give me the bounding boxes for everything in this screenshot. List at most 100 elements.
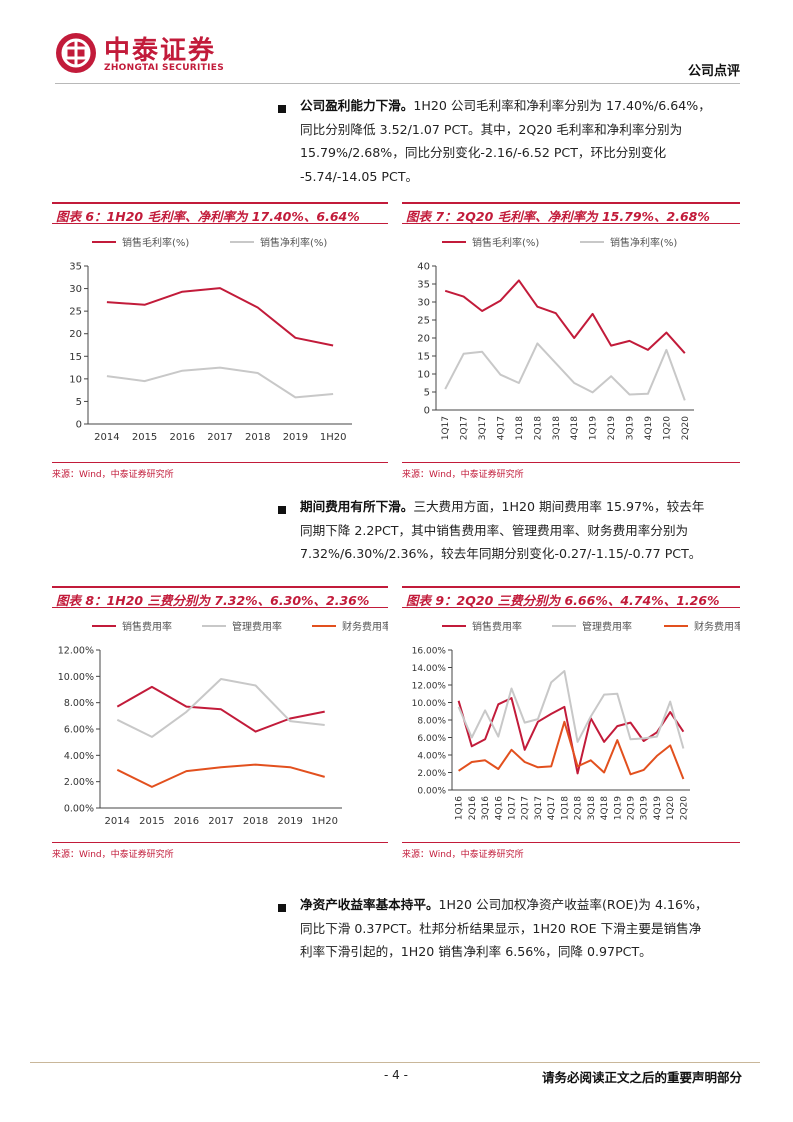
- x-tick-label: 4Q16: [494, 796, 504, 821]
- x-tick-label: 2Q19: [627, 796, 637, 821]
- series-line: [457, 697, 685, 775]
- paragraph-line: 同比分别降低 3.52/1.07 PCT。其中，2Q20 毛利率和净利率分别为: [300, 121, 683, 137]
- x-tick-label: 1Q18: [560, 796, 570, 821]
- x-tick-label: 4Q19: [653, 796, 663, 821]
- legend-label: 管理费用率: [582, 620, 632, 633]
- legend-label: 销售费用率: [472, 620, 522, 633]
- paragraph-roe: 净资产收益率基本持平。1H20 公司加权净资产收益率(ROE)为 4.16%， …: [300, 893, 740, 964]
- chart-expense-ratio-quarterly: 销售费用率 管理费用率 财务费用率 0.00% 2.00% 4.00% 6.00% 8.00%…: [412, 620, 744, 821]
- figure-title: 图表 8：1H20 三费分别为 7.32%、6.30%、2.36%: [56, 593, 370, 608]
- figure-6: 图表 6：1H20 毛利率、净利率为 17.40%、6.64% 销售毛利率(%)…: [52, 202, 388, 480]
- x-tick-label: 3Q19: [640, 796, 650, 821]
- paragraph-line: 15.79%/2.68%，同比分别变化-2.16/-6.52 PCT，环比分别变…: [300, 145, 667, 160]
- chart-expense-ratio-annual: 销售费用率 管理费用率 财务费用率 0.00% 2.00% 4.00% 6.00% 8.00%…: [58, 620, 392, 827]
- y-tick-label: 35: [417, 280, 430, 291]
- y-tick-label: 0: [424, 406, 430, 417]
- x-tick-label: 2017: [207, 432, 232, 443]
- y-tick-label: 35: [69, 262, 82, 273]
- figure-title: 图表 7：2Q20 毛利率、净利率为 15.79%、2.68%: [406, 209, 710, 224]
- legend-label: 财务费用率: [342, 620, 388, 633]
- y-tick-label: 10: [69, 374, 82, 385]
- x-tick-label: 2015: [139, 816, 164, 827]
- x-tick-label: 2014: [94, 432, 119, 443]
- x-tick-label: 2Q18: [574, 796, 584, 821]
- y-tick-label: 2.00%: [417, 769, 446, 779]
- y-tick-label: 0: [76, 420, 82, 431]
- legend-label: 销售净利率(%): [610, 236, 677, 249]
- paragraph-text: 三大费用方面，1H20 期间费用率 15.97%，较去年: [413, 499, 705, 514]
- y-tick-label: 10: [417, 370, 430, 381]
- legend-label: 管理费用率: [232, 620, 282, 633]
- y-tick-label: 30: [69, 284, 82, 295]
- footer-disclaimer: 请务必阅读正文之后的重要声明部分: [541, 1070, 742, 1085]
- logo-english-name: ZHONGTAI SECURITIES: [104, 63, 224, 73]
- legend-label: 销售毛利率(%): [472, 236, 539, 249]
- series-line: [444, 342, 686, 401]
- x-tick-label: 3Q18: [587, 796, 597, 821]
- paragraph-line: 公司盈利能力下滑。1H20 公司毛利率和净利率分别为 17.40%/6.64%，: [300, 94, 740, 118]
- report-type: 公司点评: [687, 64, 740, 79]
- x-tick-label: 1Q18: [515, 416, 525, 441]
- y-tick-label: 8.00%: [417, 717, 446, 727]
- x-tick-label: 1Q16: [455, 796, 465, 821]
- x-tick-label: 1Q20: [666, 796, 676, 821]
- series-line: [116, 763, 325, 788]
- y-tick-label: 15: [69, 352, 82, 363]
- x-tick-label: 3Q18: [552, 416, 562, 441]
- series-line: [116, 678, 325, 738]
- y-tick-label: 10.00%: [412, 699, 447, 709]
- paragraph-text: 1H20 公司加权净资产收益率(ROE)为 4.16%，: [438, 897, 708, 912]
- y-tick-label: 5: [76, 397, 82, 408]
- paragraph-profitability: 公司盈利能力下滑。1H20 公司毛利率和净利率分别为 17.40%/6.64%，…: [300, 94, 740, 188]
- x-tick-label: 2Q16: [468, 796, 478, 821]
- series-line: [458, 720, 685, 780]
- paragraph-expenses: 期间费用有所下滑。三大费用方面，1H20 期间费用率 15.97%，较去年 同期…: [300, 495, 740, 566]
- paragraph-line: 同期下降 2.2PCT，其中销售费用率、管理费用率、财务费用率分别为: [300, 522, 689, 538]
- chart-gross-net-margin-quarterly: 销售毛利率(%) 销售净利率(%) 0 5 10 15 20 25 30 35 40 1Q17 2Q17…: [417, 236, 694, 441]
- logo-chinese-name: 中泰证券: [104, 36, 217, 66]
- legend-label: 销售费用率: [122, 620, 172, 633]
- paragraph-heading: 公司盈利能力下滑。: [300, 98, 414, 113]
- y-tick-label: 5: [424, 388, 430, 399]
- x-tick-label: 2016: [174, 816, 199, 827]
- x-tick-label: 1Q17: [441, 416, 451, 440]
- paragraph-line: 净资产收益率基本持平。1H20 公司加权净资产收益率(ROE)为 4.16%，: [300, 893, 740, 917]
- logo-mark: [56, 33, 96, 73]
- legend-label: 财务费用率: [694, 620, 740, 633]
- x-tick-label: 3Q16: [481, 796, 491, 821]
- y-tick-label: 4.00%: [417, 752, 446, 762]
- y-tick-label: 8.00%: [64, 698, 94, 709]
- y-tick-label: 25: [69, 307, 82, 318]
- y-tick-label: 2.00%: [64, 777, 94, 788]
- x-tick-label: 2018: [243, 816, 268, 827]
- x-tick-label: 4Q18: [570, 416, 580, 441]
- x-tick-label: 2Q18: [533, 416, 543, 441]
- y-tick-label: 14.00%: [412, 664, 447, 674]
- x-tick-label: 2Q19: [607, 416, 617, 441]
- y-tick-label: 10.00%: [58, 672, 94, 683]
- x-tick-label: 1Q19: [613, 796, 623, 821]
- figure-source: 来源：Wind，中泰证券研究所: [402, 850, 524, 860]
- legend-label: 销售净利率(%): [260, 236, 327, 249]
- figure-source: 来源：Wind，中泰证券研究所: [402, 470, 524, 480]
- y-tick-label: 15: [417, 352, 430, 363]
- x-tick-label: 2017: [208, 816, 233, 827]
- x-tick-label: 4Q18: [600, 796, 610, 821]
- x-tick-label: 2Q17: [460, 416, 470, 440]
- paragraph-heading: 净资产收益率基本持平。: [300, 897, 439, 912]
- paragraph-line: 7.32%/6.30%/2.36%，较去年同期分别变化-0.27/-1.15/-…: [300, 546, 702, 561]
- y-tick-label: 25: [417, 316, 430, 327]
- figure-source: 来源：Wind，中泰证券研究所: [52, 470, 174, 480]
- y-tick-label: 12.00%: [412, 682, 447, 692]
- paragraph-text: 1H20 公司毛利率和净利率分别为 17.40%/6.64%，: [413, 98, 711, 113]
- y-tick-label: 20: [69, 329, 82, 340]
- y-tick-label: 12.00%: [58, 646, 94, 657]
- y-tick-label: 40: [417, 262, 430, 273]
- paragraph-line: -5.74/-14.05 PCT。: [300, 168, 419, 184]
- chart-gross-net-margin-annual: 销售毛利率(%) 销售净利率(%) 0 5 10 15 20 25 30 35 2014 2015 20…: [69, 236, 352, 443]
- page-number: - 4 -: [384, 1068, 408, 1082]
- x-tick-label: 2016: [170, 432, 195, 443]
- figure-title: 图表 6：1H20 毛利率、净利率为 17.40%、6.64%: [56, 209, 360, 224]
- paragraph-line: 利率下滑引起的，1H20 销售净利率 6.56%，同降 0.97PCT。: [300, 944, 652, 959]
- paragraph-heading: 期间费用有所下滑。: [300, 499, 414, 514]
